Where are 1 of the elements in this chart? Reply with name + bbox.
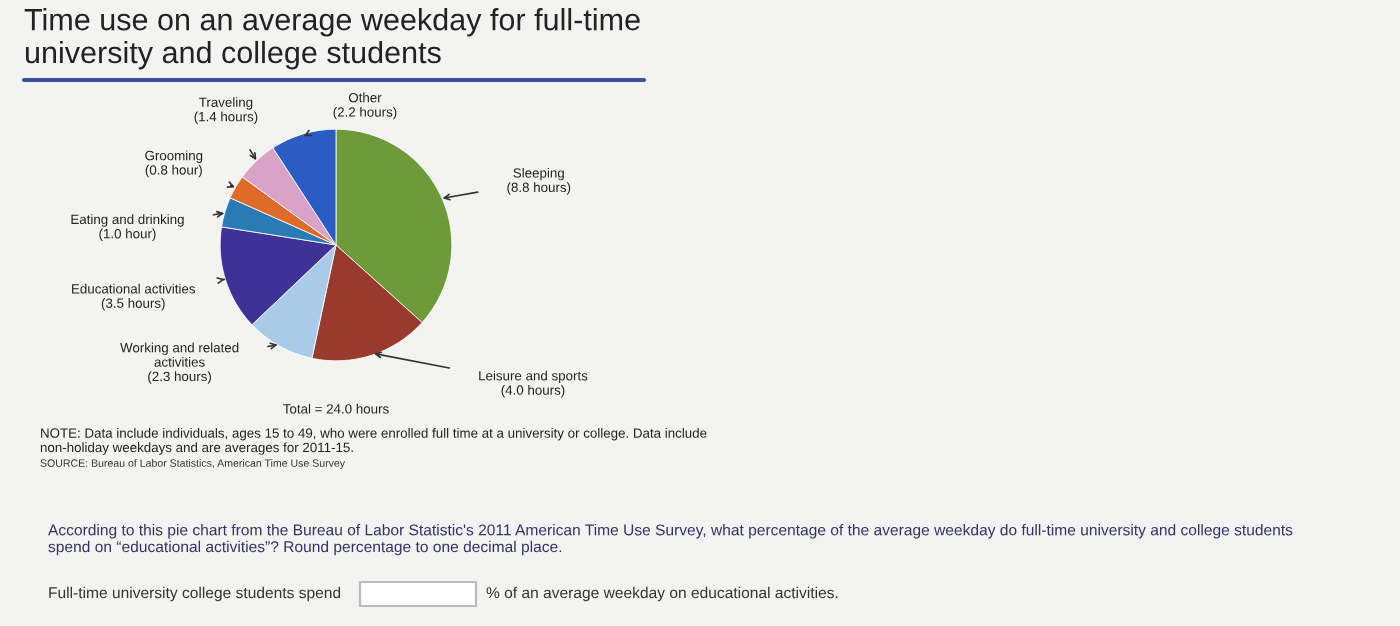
chart-title: Time use on an average weekday for full-time university and college students	[24, 8, 640, 70]
